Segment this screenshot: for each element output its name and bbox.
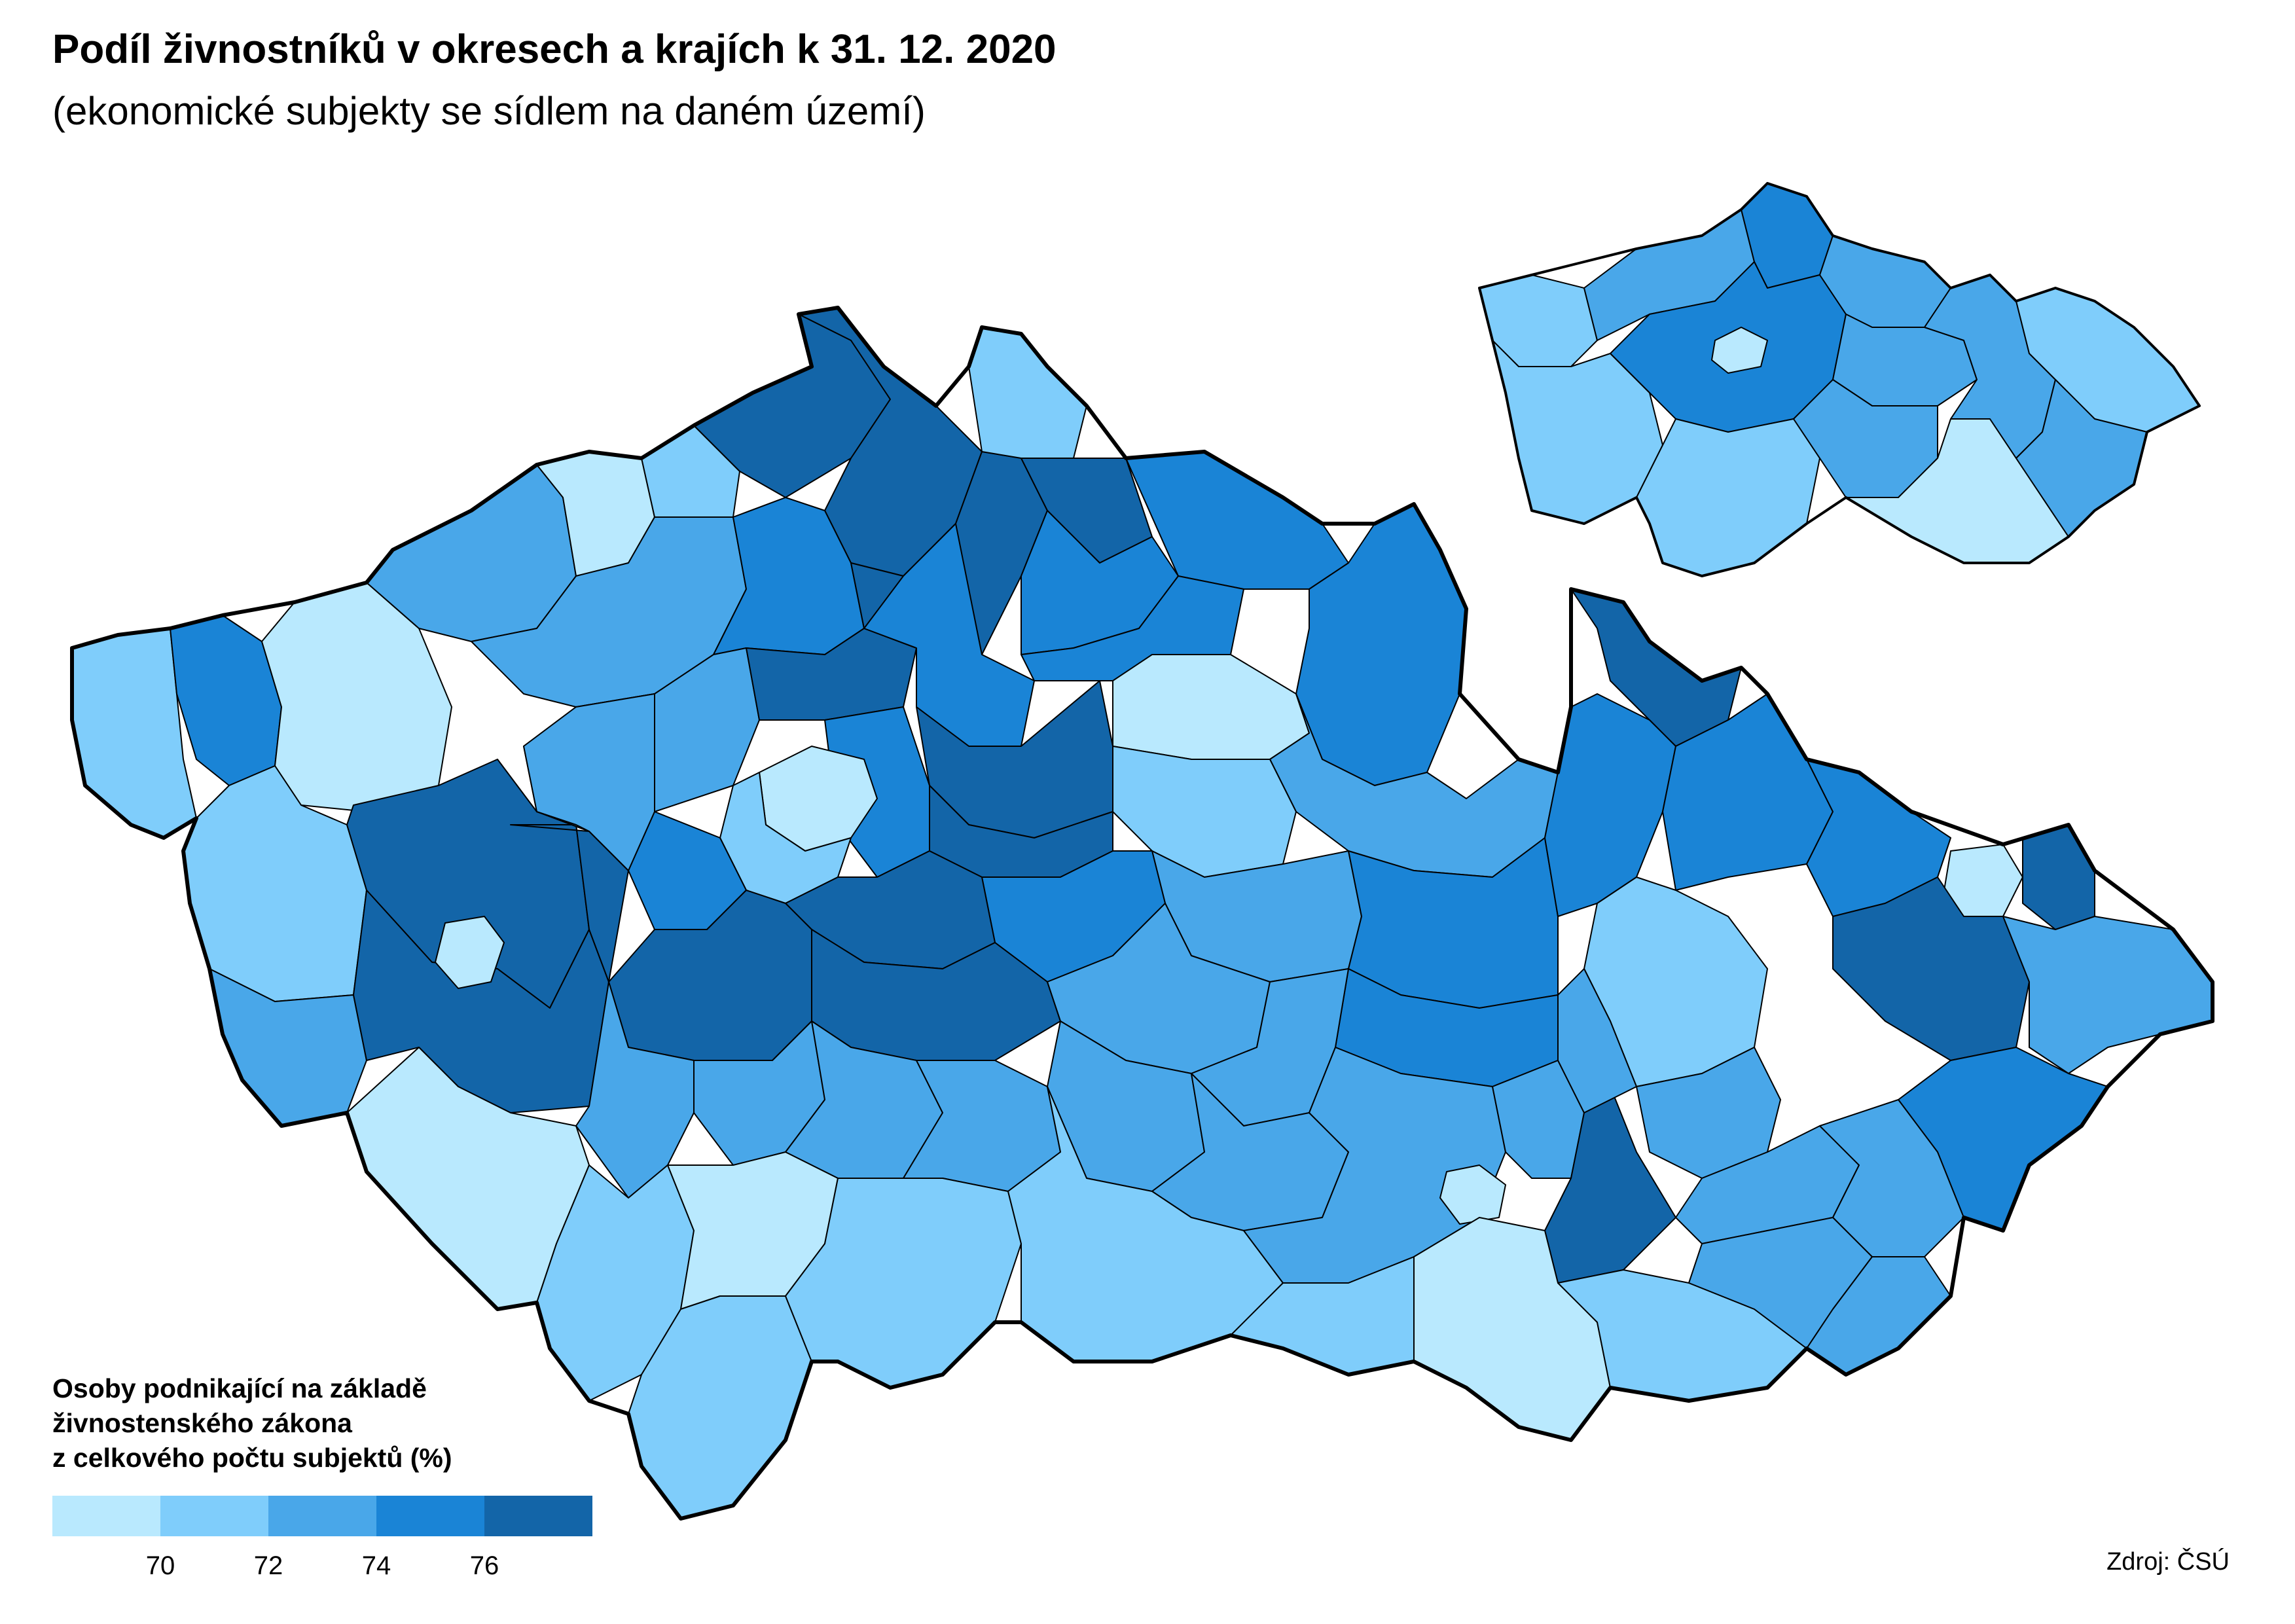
legend-swatch — [484, 1496, 592, 1536]
main-map-districts — [71, 307, 2213, 1519]
legend-tick: 72 — [253, 1551, 283, 1580]
inset-region-praha — [1711, 327, 1768, 374]
inset-outline — [1478, 182, 2201, 577]
legend-color-bar — [52, 1496, 592, 1536]
regions-outline — [70, 306, 2214, 1521]
district-rakovnik — [523, 693, 655, 871]
legend-tick: 74 — [361, 1551, 391, 1580]
map-subtitle: (ekonomické subjekty se sídlem na daném … — [52, 89, 926, 133]
district-melnik — [746, 628, 917, 721]
legend-swatch — [160, 1496, 268, 1536]
legend-title: Osoby podnikající na základě živnostensk… — [52, 1373, 452, 1473]
inset-region-jihocesky — [1636, 418, 1820, 577]
legend-tick: 76 — [469, 1551, 499, 1580]
legend-swatch — [52, 1496, 160, 1536]
legend-swatch — [376, 1496, 484, 1536]
district-hradec-kralove — [1112, 654, 1310, 760]
district-brno-mesto — [1439, 1164, 1506, 1225]
district-plzen-mesto — [435, 916, 505, 989]
district-prerov — [1636, 1047, 1781, 1179]
inset-map-regions — [1479, 183, 2200, 577]
district-karvina — [2022, 824, 2095, 930]
legend-swatch — [268, 1496, 376, 1536]
district-liberec — [968, 327, 1087, 459]
map-title: Podíl živnostníků v okresech a krajích k… — [52, 27, 1057, 72]
source-note: Zdroj: ČSÚ — [2106, 1548, 2230, 1576]
legend-tick: 70 — [145, 1551, 175, 1580]
